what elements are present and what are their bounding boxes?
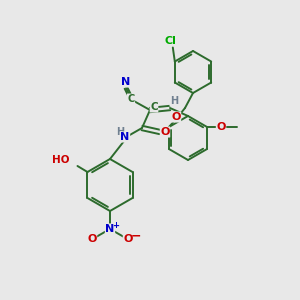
Text: C: C (128, 94, 135, 104)
Text: N: N (120, 132, 130, 142)
Text: HO: HO (52, 155, 70, 165)
Text: H: H (170, 96, 178, 106)
Text: N: N (105, 224, 115, 234)
Text: O: O (171, 112, 181, 122)
Text: C: C (150, 102, 158, 112)
Text: Cl: Cl (165, 35, 177, 46)
Text: O: O (216, 122, 226, 132)
Text: H: H (116, 127, 124, 137)
Text: −: − (131, 230, 141, 242)
Text: O: O (87, 234, 97, 244)
Text: O: O (160, 127, 170, 137)
Text: +: + (112, 220, 119, 230)
Text: O: O (123, 234, 133, 244)
Text: N: N (122, 77, 130, 87)
